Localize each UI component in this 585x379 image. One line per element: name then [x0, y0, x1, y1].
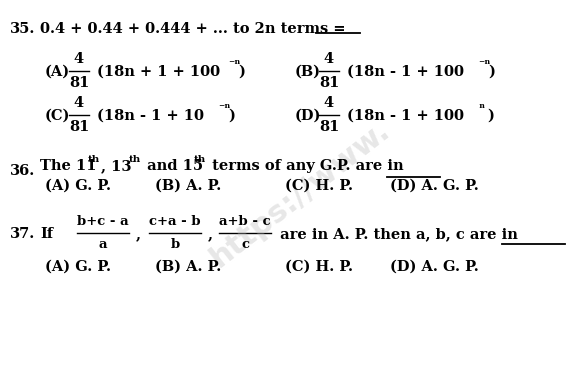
Text: (B) A. P.: (B) A. P.: [155, 260, 221, 274]
Text: c: c: [241, 238, 249, 251]
Text: 81: 81: [319, 76, 339, 90]
Text: (B): (B): [295, 65, 321, 79]
Text: 81: 81: [69, 76, 89, 90]
Text: terms of any G.P. are in: terms of any G.P. are in: [207, 159, 404, 173]
Text: a: a: [99, 238, 107, 251]
Text: 35.: 35.: [10, 22, 35, 36]
Text: b+c - a: b+c - a: [77, 215, 129, 228]
Text: ): ): [487, 109, 494, 123]
Text: th: th: [129, 155, 141, 163]
Text: (18n + 1 + 100: (18n + 1 + 100: [97, 65, 220, 79]
Text: (D) A. G. P.: (D) A. G. P.: [390, 260, 479, 274]
Text: (18n - 1 + 100: (18n - 1 + 100: [347, 65, 464, 79]
Text: ⁻ⁿ: ⁻ⁿ: [228, 58, 240, 72]
Text: c+a - b: c+a - b: [149, 215, 201, 228]
Text: a+b - c: a+b - c: [219, 215, 271, 228]
Text: If: If: [40, 227, 53, 241]
Text: ⁿ: ⁿ: [478, 102, 484, 116]
Text: , 13: , 13: [101, 159, 132, 173]
Text: (D): (D): [295, 109, 321, 123]
Text: (A): (A): [45, 65, 70, 79]
Text: (B) A. P.: (B) A. P.: [155, 179, 221, 193]
Text: 4: 4: [74, 96, 84, 110]
Text: (D) A. G. P.: (D) A. G. P.: [390, 179, 479, 193]
Text: (C): (C): [45, 109, 70, 123]
Text: 36.: 36.: [10, 164, 35, 178]
Text: ⁻ⁿ: ⁻ⁿ: [478, 58, 490, 72]
Text: (18n - 1 + 10: (18n - 1 + 10: [97, 109, 204, 123]
Text: (A) G. P.: (A) G. P.: [45, 179, 111, 193]
Text: ,: ,: [208, 227, 213, 241]
Text: (18n - 1 + 100: (18n - 1 + 100: [347, 109, 464, 123]
Text: ): ): [488, 65, 495, 79]
Text: 81: 81: [319, 120, 339, 134]
Text: 4: 4: [324, 96, 334, 110]
Text: b: b: [170, 238, 180, 251]
Text: 37.: 37.: [10, 227, 35, 241]
Text: ,: ,: [136, 227, 141, 241]
Text: (C) H. P.: (C) H. P.: [285, 179, 353, 193]
Text: are in A. P. then a, b, c are in: are in A. P. then a, b, c are in: [275, 227, 518, 241]
Text: 0.4 + 0.44 + 0.444 + ... to 2n terms =: 0.4 + 0.44 + 0.444 + ... to 2n terms =: [40, 22, 346, 36]
Text: ⁻ⁿ: ⁻ⁿ: [218, 102, 230, 116]
Text: ): ): [238, 65, 245, 79]
Text: (C) H. P.: (C) H. P.: [285, 260, 353, 274]
Text: th: th: [194, 155, 207, 163]
Text: https://www.: https://www.: [205, 115, 395, 273]
Text: 4: 4: [324, 52, 334, 66]
Text: th: th: [88, 155, 100, 163]
Text: (A) G. P.: (A) G. P.: [45, 260, 111, 274]
Text: The 11: The 11: [40, 159, 97, 173]
Text: 4: 4: [74, 52, 84, 66]
Text: ): ): [228, 109, 235, 123]
Text: and 15: and 15: [142, 159, 203, 173]
Text: 81: 81: [69, 120, 89, 134]
